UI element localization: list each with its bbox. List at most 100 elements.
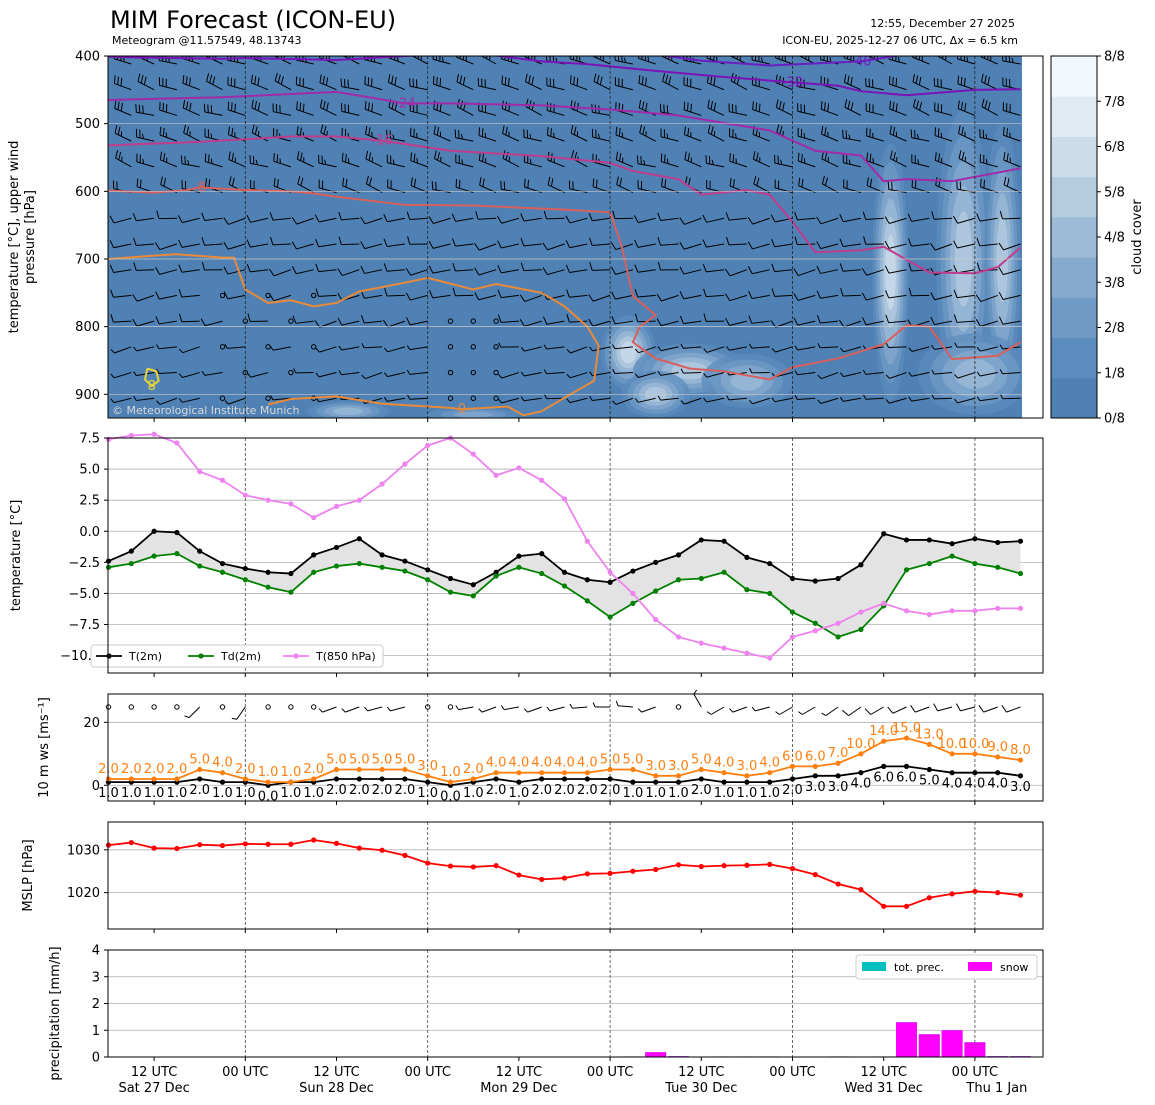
barb-feather (569, 703, 573, 709)
upper-wind-barb (386, 129, 405, 142)
barb-shaft (798, 269, 816, 277)
barb-shaft (683, 269, 702, 275)
barb-shaft (752, 397, 770, 405)
barb-feather (406, 317, 411, 326)
upper-wind-barb (206, 73, 223, 91)
upper-wind-barb (291, 216, 314, 225)
barb-shaft (797, 346, 816, 351)
barb-shaft (797, 243, 816, 246)
upper-wind-barb (634, 239, 656, 248)
barb-feather (645, 102, 648, 112)
barb-feather (933, 703, 939, 712)
upper-wind-barb (615, 151, 634, 168)
barb-feather (592, 178, 595, 187)
chart-title: MIM Forecast (ICON-EU) (110, 6, 397, 34)
upper-wind-barb (908, 238, 930, 247)
barb-feather (566, 289, 570, 298)
surface-wind-barb (751, 706, 770, 712)
barb-feather (641, 101, 645, 110)
barb-feather (531, 56, 533, 60)
barb-shaft (523, 372, 542, 377)
upper-wind-barb (953, 314, 975, 323)
td2m-point (972, 560, 978, 567)
barb-feather (95, 153, 96, 161)
barb-feather (109, 215, 115, 224)
wind-value-label: 6.0 (873, 770, 894, 785)
upper-wind-barb (566, 397, 588, 404)
upper-wind-barb (888, 75, 907, 91)
upper-wind-barb (816, 315, 839, 324)
upper-wind-barb (884, 240, 907, 249)
barb-shaft (272, 397, 291, 401)
upper-wind-barb (315, 372, 337, 378)
colorbar-swatch (1051, 257, 1097, 298)
t2m-point (607, 579, 613, 585)
barb-feather (479, 177, 482, 186)
upper-wind-barb (588, 212, 611, 222)
upper-wind-barb (589, 346, 611, 352)
mean-wind-point (812, 773, 818, 779)
barb-feather (141, 133, 144, 139)
td2m-point (128, 560, 134, 567)
upper-wind-barb (455, 179, 474, 194)
calm-marker (447, 344, 454, 350)
t850-point (995, 605, 1001, 611)
y-tick-label: 4 (92, 944, 100, 959)
barb-feather (338, 236, 342, 245)
barb-feather (589, 395, 593, 401)
barb-feather (247, 313, 251, 322)
upper-wind-barb (957, 56, 976, 65)
gust-value-label: 2.0 (121, 762, 142, 777)
barb-feather (501, 75, 504, 84)
barb-shaft (182, 372, 200, 378)
upper-wind-barb (747, 216, 770, 225)
td2m-point (333, 563, 340, 569)
barb-feather (931, 211, 935, 220)
barb-feather (527, 179, 529, 189)
upper-wind-barb (771, 263, 793, 273)
td2m-point (493, 573, 499, 579)
barb-shaft (637, 243, 656, 248)
barb-feather (274, 72, 278, 82)
upper-wind-barb (546, 127, 565, 142)
x-tick-label: 12 UTC (678, 1065, 724, 1080)
upper-wind-barb (953, 289, 975, 299)
upper-wind-barb (314, 214, 337, 223)
surface-calm-marker (219, 704, 226, 710)
barb-shaft (866, 269, 884, 276)
upper-wind-barb (657, 212, 679, 221)
barb-feather (987, 101, 991, 111)
barb-feather (452, 287, 456, 296)
barb-feather (200, 318, 206, 327)
barb-feather (231, 127, 234, 137)
barb-feather (508, 77, 510, 87)
barb-shaft (728, 397, 747, 401)
mslp-point (333, 840, 340, 847)
barb-feather (459, 56, 461, 59)
upper-wind-barb (542, 267, 565, 276)
upper-wind-barb (455, 154, 474, 168)
barb-shaft (409, 217, 428, 221)
barb-shaft (980, 320, 998, 327)
barb-feather (866, 152, 869, 161)
upper-wind-barb (934, 152, 953, 168)
barb-feather (319, 74, 322, 83)
wind-panel: 1.0 1.0 1.0 1.0 2.0 1.0 1.0 0.0 1.0 1.0 2.0 2.0 2.0 2… (37, 689, 1043, 805)
upper-wind-barb (884, 265, 907, 274)
upper-wind-barb (861, 292, 884, 301)
barb-feather (726, 395, 730, 401)
barb-shaft (979, 243, 998, 247)
upper-wind-barb (269, 212, 291, 221)
barb-shaft (615, 294, 634, 300)
upper-wind-barb (747, 241, 770, 250)
barb-feather (817, 374, 822, 380)
barb-feather (775, 711, 780, 715)
gust-value-label: 10.0 (960, 737, 989, 752)
t2m-point (903, 537, 910, 543)
isotherm (108, 186, 1022, 381)
upper-wind-barb (360, 241, 383, 250)
td2m-point (721, 569, 727, 575)
calm-marker (219, 344, 226, 350)
barb-shaft (569, 397, 588, 404)
